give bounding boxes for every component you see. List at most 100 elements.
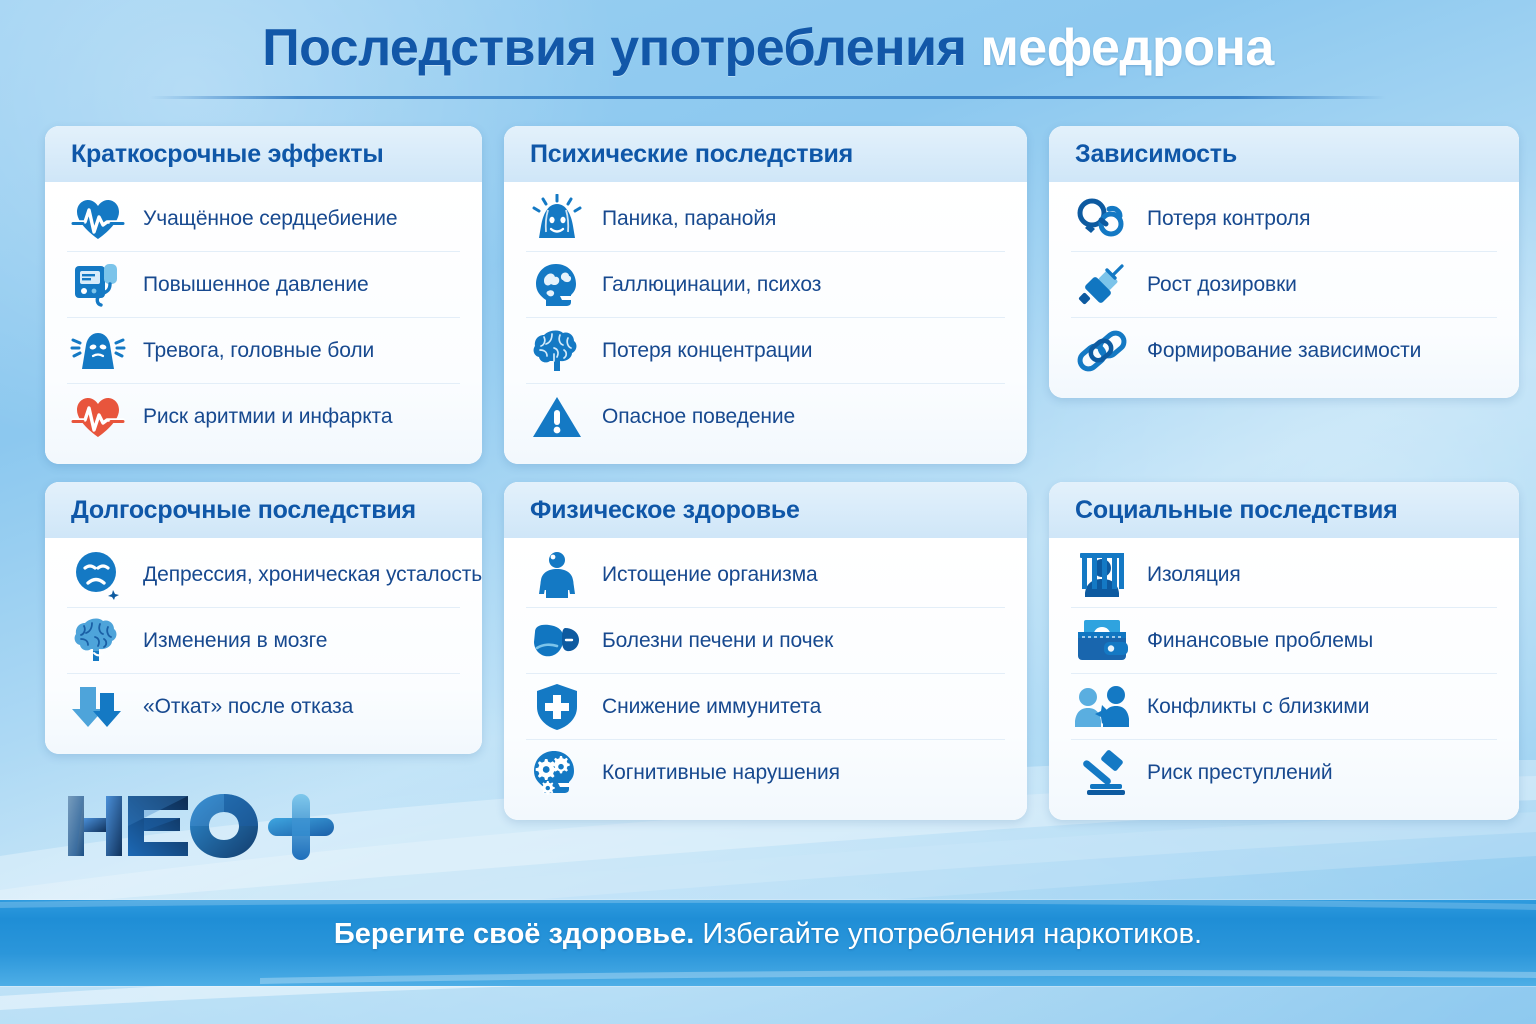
list-item-label: Тревога, головные боли [143, 338, 375, 362]
sad-face-icon [67, 546, 129, 604]
card-long-term-consequences: Долгосрочные последствия Депрессия, хрон… [45, 482, 482, 754]
list-item[interactable]: Опасное поведение [526, 384, 1005, 450]
list-item-label: Паника, паранойя [602, 206, 777, 230]
card-mental-consequences: Психические последствия [504, 126, 1027, 464]
list-item-label: Снижение иммунитета [602, 694, 822, 718]
shield-cross-icon [526, 678, 588, 736]
list-item[interactable]: Финансовые проблемы [1071, 608, 1497, 674]
heart-pulse-icon [67, 190, 129, 248]
list-item[interactable]: Учащённое сердцебиение [67, 186, 460, 252]
prison-bars-icon [1071, 546, 1133, 604]
list-item[interactable]: Депрессия, хроническая усталость [67, 542, 482, 608]
chain-link-icon [1071, 322, 1133, 380]
footer-banner [0, 900, 1536, 986]
card-body: Учащённое сердцебиение Повышенное [45, 182, 482, 464]
head-gears-icon [526, 744, 588, 802]
list-item-label: Финансовые проблемы [1147, 628, 1374, 652]
list-item[interactable]: Конфликты с близкими [1071, 674, 1497, 740]
list-item-label: Учащённое сердцебиение [143, 206, 398, 230]
card-header: Физическое здоровье [504, 482, 1027, 538]
list-item[interactable]: Болезни печени и почек [526, 608, 1005, 674]
list-item-label: Истощение организма [602, 562, 818, 586]
card-heading: Краткосрочные эффекты [71, 140, 384, 168]
footer-message: Берегите своё здоровье. Избегайте употре… [0, 918, 1536, 951]
card-header: Психические последствия [504, 126, 1027, 182]
heart-pulse-red-icon [67, 388, 129, 446]
card-header: Зависимость [1049, 126, 1519, 182]
list-item[interactable]: Рост дозировки [1071, 252, 1497, 318]
list-item-label: Формирование зависимости [1147, 339, 1422, 362]
list-item[interactable]: Формирование зависимости [1071, 318, 1497, 384]
card-body: Изоляция Финансовы [1049, 538, 1519, 820]
list-item[interactable]: Когнитивные нарушения [526, 740, 1005, 806]
list-item[interactable]: Изоляция [1071, 542, 1497, 608]
list-item-label: «Откат» после отказа [143, 695, 354, 718]
card-heading: Долгосрочные последствия [71, 496, 416, 524]
list-item[interactable]: Повышенное давление [67, 252, 460, 318]
title-primary: Последствия употребления [262, 19, 967, 77]
list-item[interactable]: Тревога, головные боли [67, 318, 460, 384]
card-heading: Психические последствия [530, 140, 854, 168]
card-heading: Зависимость [1075, 140, 1237, 168]
syringe-icon [1071, 256, 1133, 314]
list-item-label: Конфликты с близкими [1147, 694, 1370, 718]
liver-kidney-icon [526, 612, 588, 670]
list-item-label: Опасное поведение [602, 405, 796, 428]
list-item[interactable]: Истощение организма [526, 542, 1005, 608]
head-clouds-icon [526, 256, 588, 314]
card-physical-health: Физическое здоровье Истощение организма [504, 482, 1027, 820]
wallet-icon [1071, 612, 1133, 670]
card-heading: Социальные последствия [1075, 496, 1398, 524]
list-item[interactable]: Галлюцинации, психоз [526, 252, 1005, 318]
list-item[interactable]: Риск аритмии и инфаркта [67, 384, 460, 450]
list-item[interactable]: Изменения в мозге [67, 608, 460, 674]
card-social-consequences: Социальные последствия [1049, 482, 1519, 820]
list-item-label: Потеря концентрации [602, 338, 813, 362]
title-highlight: мефедрона [980, 19, 1274, 77]
page-title: Последствия употребления мефедрона [0, 18, 1536, 78]
card-header: Краткосрочные эффекты [45, 126, 482, 182]
brain-icon [526, 322, 588, 380]
list-item[interactable]: Снижение иммунитета [526, 674, 1005, 740]
list-item[interactable]: Паника, паранойя [526, 186, 1005, 252]
warning-triangle-icon [526, 388, 588, 446]
title-divider [150, 96, 1386, 99]
brain-change-icon [67, 612, 129, 670]
list-item[interactable]: Потеря концентрации [526, 318, 1005, 384]
blood-pressure-monitor-icon [67, 256, 129, 314]
list-item-label: Болезни печени и почек [602, 628, 834, 652]
list-item-label: Когнитивные нарушения [602, 761, 840, 784]
list-item[interactable]: «Откат» после отказа [67, 674, 460, 740]
list-item-label: Риск аритмии и инфаркта [143, 405, 393, 428]
card-body: Паника, паранойя Галлюцинации, психоз [504, 182, 1027, 464]
card-header: Социальные последствия [1049, 482, 1519, 538]
card-body: Истощение организма Болезни печени и поч… [504, 538, 1027, 820]
list-item-label: Галлюцинации, психоз [602, 272, 822, 296]
card-short-term-effects: Краткосрочные эффекты Учащённое сердцеби… [45, 126, 482, 464]
list-item-label: Повышенное давление [143, 272, 369, 296]
brand-logo [62, 788, 342, 864]
effects-card-grid: Краткосрочные эффекты Учащённое сердцеби… [45, 126, 1519, 820]
conflict-people-icon [1071, 678, 1133, 736]
list-item-label: Потеря контроля [1147, 206, 1311, 230]
gavel-icon [1071, 744, 1133, 802]
list-item-label: Изоляция [1147, 562, 1241, 586]
headache-person-icon [67, 322, 129, 380]
card-addiction: Зависимость Потеря контроля [1049, 126, 1519, 398]
list-item-label: Изменения в мозге [143, 628, 328, 652]
footer-message-bold: Берегите своё здоровье. [333, 918, 695, 950]
card-body: Депрессия, хроническая усталость [45, 538, 482, 754]
card-header: Долгосрочные последствия [45, 482, 482, 538]
handcuffs-icon [1071, 190, 1133, 248]
list-item-label: Депрессия, хроническая усталость [143, 562, 482, 586]
list-item[interactable]: Риск преступлений [1071, 740, 1497, 806]
footer-message-normal: Избегайте употребления наркотиков. [702, 918, 1203, 950]
exhausted-person-icon [526, 546, 588, 604]
card-body: Потеря контроля Рост дозировки [1049, 182, 1519, 398]
panic-face-icon [526, 190, 588, 248]
list-item-label: Рост дозировки [1147, 272, 1297, 296]
list-item-label: Риск преступлений [1147, 761, 1333, 784]
list-item[interactable]: Потеря контроля [1071, 186, 1497, 252]
down-arrows-icon [67, 678, 129, 736]
card-heading: Физическое здоровье [530, 496, 800, 524]
